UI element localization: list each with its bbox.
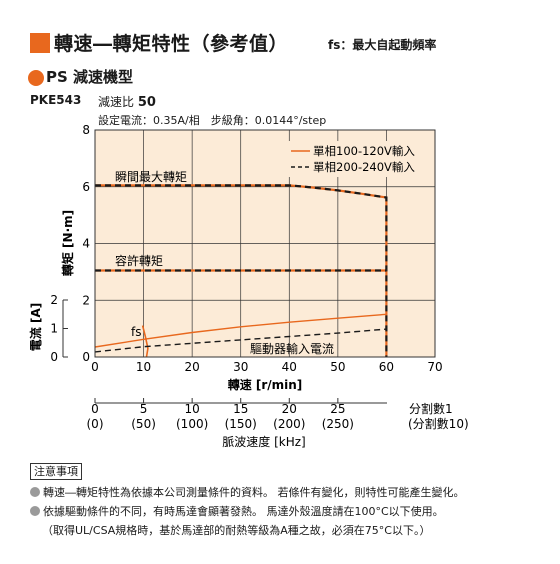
pulse-div1-label: 分割數1 — [409, 401, 453, 416]
pulse-tick-label: 5 — [140, 402, 148, 416]
annotation-fs: fs — [131, 325, 141, 339]
gear-ratio-label: 減速比 — [98, 95, 135, 109]
pulse-tick-label: 25 — [330, 402, 345, 416]
pulse-tick-label: 20 — [282, 402, 297, 416]
tick-labels: 0 10 20 30 40 50 60 70 0 2 4 6 8 0 1 2 — [50, 123, 442, 374]
pulse-axis-ticks: 0(0) 5(50) 10(100) 15(150) 20(200) 25(250) — [87, 398, 354, 431]
chart-marks — [94, 184, 388, 358]
legend: 單相100-120V輸入 單相200-240V輸入 — [288, 141, 433, 177]
pulse-tick-label: 15 — [233, 402, 248, 416]
y2-axis-label: 電流 [A] — [28, 303, 43, 351]
x-tick-label: 60 — [379, 360, 394, 374]
annotation-max-torque: 瞬間最大轉矩 — [115, 170, 187, 184]
gear-ratio: 減速比 50 — [98, 93, 156, 110]
legend-box — [288, 141, 433, 177]
pulse-tick-label-div10: (0) — [87, 417, 104, 431]
notes-title: 注意事項 — [30, 463, 82, 480]
x-tick-label: 70 — [427, 360, 442, 374]
pulse-tick-label-div10: (250) — [322, 417, 354, 431]
annotation-driver-current: 驅動器輸入電流 — [250, 341, 334, 356]
x-tick-label: 10 — [136, 360, 151, 374]
x-tick-label: 50 — [330, 360, 345, 374]
y-axis-label: 轉矩 [N·m] — [60, 210, 75, 276]
bullet-icon — [30, 506, 40, 516]
current-line-200v — [94, 328, 387, 353]
legend-label-200v: 單相200-240V輸入 — [313, 160, 415, 174]
y-tick-label: 2 — [82, 293, 90, 307]
x-tick-label: 40 — [282, 360, 297, 374]
y2-tick-label: 1 — [50, 322, 58, 336]
x-axis-label: 轉速 [r/min] — [228, 377, 303, 392]
pulse-div10-label: (分割數10) — [408, 416, 469, 431]
y-tick-label: 0 — [82, 350, 90, 364]
pulse-tick-label-div10: (50) — [131, 417, 156, 431]
y2-tick-label: 2 — [50, 293, 58, 307]
max-torque-curve-200v — [95, 184, 388, 357]
model-name: PKE543 — [30, 93, 82, 107]
y-tick-label: 6 — [82, 180, 90, 194]
current-line-100v — [94, 313, 387, 348]
pulse-tick-label-div10: (200) — [273, 417, 305, 431]
plot-frame — [94, 129, 436, 358]
note-text: （取得UL/CSA規格時，基於馬達部的耐熱等級為A種之故，必須在75°C以下。） — [42, 524, 431, 537]
pulse-tick-label-div10: (150) — [225, 417, 257, 431]
y-tick-label: 8 — [82, 123, 90, 137]
series-marker-dot — [28, 70, 44, 86]
title-marker — [30, 33, 50, 53]
pulse-tick-label-div10: (100) — [176, 417, 208, 431]
x-tick-label: 20 — [185, 360, 200, 374]
page-title: 轉速―轉矩特性（參考值） — [54, 33, 289, 55]
drive-settings: 設定電流：0.35A/相 步級角：0.0144°/step — [98, 114, 327, 127]
fs-note: fs：最大自起動頻率 — [328, 38, 437, 52]
y2-tick-label: 0 — [50, 350, 58, 364]
x-tick-label: 30 — [233, 360, 248, 374]
note-text: 轉速―轉矩特性為依據本公司測量條件的資料。 若條件有變化，則特性可能產生變化。 — [43, 486, 465, 499]
pulse-axis-label: 脈波速度 [kHz] — [222, 434, 305, 449]
fs-curve — [141, 325, 149, 358]
annotation-holding-torque: 容許轉矩 — [115, 253, 163, 268]
note-item: 轉速―轉矩特性為依據本公司測量條件的資料。 若條件有變化，則特性可能產生變化。 — [30, 484, 465, 500]
x-tick-label: 0 — [91, 360, 99, 374]
series-title: PS 減速機型 — [46, 68, 134, 86]
note-item: 依據驅動條件的不同，有時馬達會顯著發熱。 馬達外殼溫度請在100°C以下使用。 — [30, 503, 444, 519]
gear-ratio-value: 50 — [137, 95, 156, 110]
y-tick-label: 4 — [82, 237, 90, 251]
pulse-tick-label: 0 — [91, 402, 99, 416]
note-text: 依據驅動條件的不同，有時馬達會顯著發熱。 馬達外殼溫度請在100°C以下使用。 — [43, 505, 444, 518]
bullet-icon — [30, 487, 40, 497]
pulse-tick-label: 10 — [185, 402, 200, 416]
legend-label-100v: 單相100-120V輸入 — [313, 144, 415, 158]
note-item: （取得UL/CSA規格時，基於馬達部的耐熱等級為A種之故，必須在75°C以下。） — [42, 522, 430, 538]
